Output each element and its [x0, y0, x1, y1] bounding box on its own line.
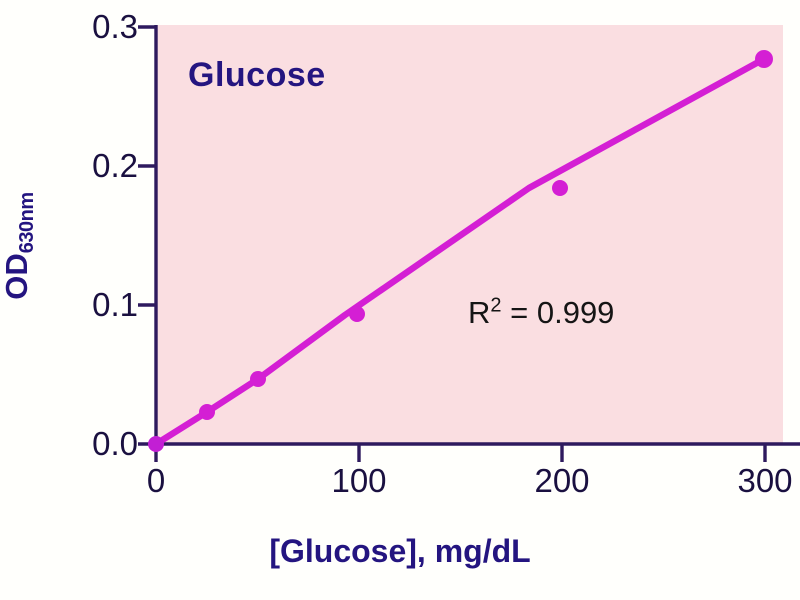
x-tick-label-0: 0 — [146, 462, 166, 499]
x-tick-label-100: 100 — [331, 462, 387, 499]
r-squared-value: = 0.999 — [501, 295, 615, 330]
y-tick-label-0.1: 0.1 — [92, 286, 138, 323]
x-axis-title: [Glucose], mg/dL — [269, 533, 531, 569]
y-axis-title-subscript: 630nm — [16, 192, 38, 254]
r-squared-exponent: 2 — [490, 294, 502, 317]
x-tick-label-200: 200 — [534, 462, 590, 499]
y-tick-label-0.3: 0.3 — [92, 8, 138, 45]
y-tick-label-0.0: 0.0 — [92, 425, 138, 462]
y-axis-title: OD630nm — [0, 96, 38, 396]
y-tick-label-0.2: 0.2 — [92, 147, 138, 184]
r-squared-annotation: R2 = 0.999 — [468, 295, 614, 331]
y-axis-title-base: OD — [0, 253, 34, 300]
y-axis-ticks — [138, 25, 156, 446]
plot-title: Glucose — [188, 56, 326, 94]
r-squared-base: R — [468, 295, 491, 330]
y-axis-tick-labels: 0.3 0.2 0.1 0.0 — [20, 0, 138, 600]
x-tick-label-300: 300 — [737, 462, 793, 499]
x-axis-ticks — [154, 444, 767, 462]
